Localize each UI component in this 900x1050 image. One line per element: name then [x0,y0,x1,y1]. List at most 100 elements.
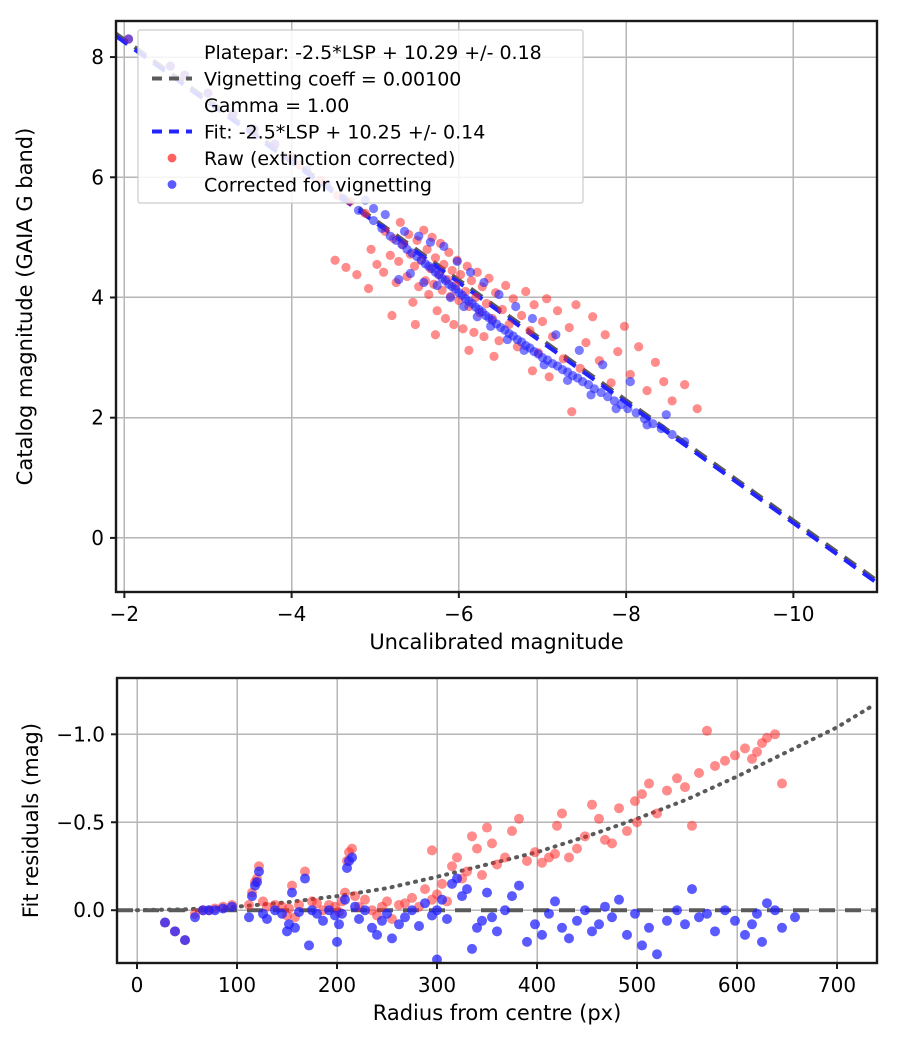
data-point [752,908,762,919]
data-point [519,345,529,355]
data-point [572,915,582,926]
x-tick-label: 300 [418,973,456,997]
data-point [720,905,730,916]
data-point [740,929,750,940]
data-point [652,808,662,819]
data-point [770,729,780,740]
data-point [160,917,170,928]
data-point [539,360,549,370]
data-point [642,420,652,430]
data-point [667,429,677,440]
data-point [550,848,560,859]
data-point [469,327,479,337]
data-point [661,410,671,420]
data-point [254,866,264,877]
data-point [385,250,395,261]
data-point [770,905,780,916]
data-point [449,319,459,330]
data-point [294,899,304,910]
data-point [394,274,404,285]
data-point [687,884,697,895]
data-point [350,891,360,902]
data-point [350,901,360,912]
data-point [594,919,604,930]
data-point [730,750,740,761]
data-point [462,884,472,895]
data-point [337,908,347,919]
y-tick-label: 0.0 [73,898,105,922]
data-point [123,34,134,44]
data-point [527,366,538,376]
data-point [662,915,672,926]
data-point [790,912,800,923]
data-point [740,743,750,754]
data-point [672,905,682,916]
data-point [522,936,532,947]
data-point [304,940,314,951]
data-point [459,301,469,312]
data-point [614,894,624,905]
data-point [762,732,772,743]
series-raw-extinction-corrected [160,725,787,946]
data-point [606,378,616,388]
data-point [544,372,554,382]
data-point [424,289,434,300]
data-point [529,300,539,310]
x-tick-label: 500 [618,973,656,997]
data-point [625,369,635,380]
data-point [777,922,787,933]
legend-label: Gamma = 1.00 [204,95,349,117]
data-point [218,903,228,914]
data-point [363,283,374,294]
data-point [352,270,362,280]
legend-frame [137,29,584,204]
data-point [472,267,482,277]
data-point [680,782,690,793]
data-point [680,380,690,390]
data-point [354,914,364,925]
data-point [394,919,404,930]
data-point [502,334,512,345]
data-point [614,803,624,814]
data-point [366,244,376,254]
data-point [494,289,504,300]
data-point [360,905,370,916]
data-point [702,908,712,919]
data-point [631,408,641,418]
data-point [347,852,357,863]
data-point [537,857,547,868]
data-point [482,887,492,898]
data-point [210,905,220,916]
data-point [479,331,489,342]
data-point [508,294,518,304]
data-point [598,360,608,370]
data-point [437,894,447,905]
data-point [382,908,392,919]
data-point [630,796,640,807]
data-point [710,926,720,937]
x-axis-label: Radius from centre (px) [373,1001,622,1025]
data-point [530,847,540,858]
data-point [757,936,767,947]
data-point [564,322,574,333]
data-point [419,225,429,235]
data-point [382,896,392,907]
data-point [300,866,310,877]
data-point [603,392,613,402]
data-point [458,324,468,334]
data-point [277,908,287,919]
data-point [694,912,704,923]
x-tick-label: −10 [772,602,814,626]
data-point [507,891,517,902]
data-point [244,912,254,923]
y-tick-label: 6 [91,165,104,189]
data-point [487,838,497,849]
data-point [170,926,180,937]
data-point [637,789,647,800]
data-point [387,933,397,944]
data-point [420,898,430,909]
data-point [334,919,344,930]
data-point [730,915,740,926]
y-tick-label: 4 [91,285,104,309]
